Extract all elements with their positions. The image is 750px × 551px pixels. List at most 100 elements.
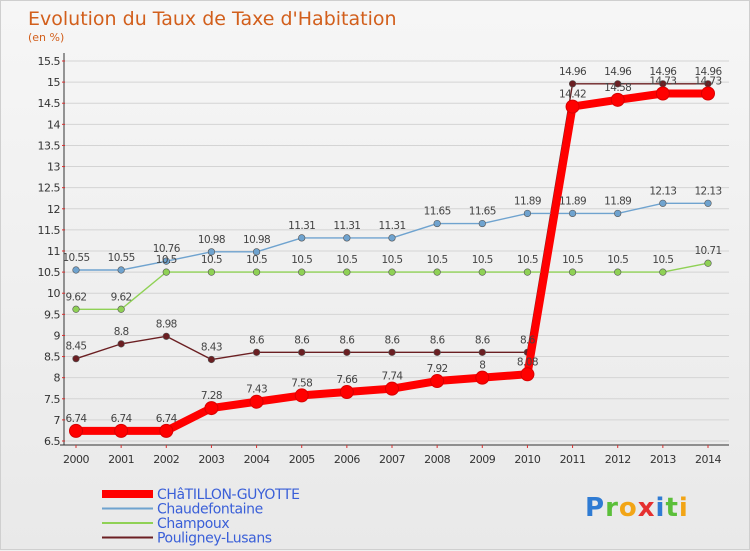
x-tick-label: 2012 bbox=[605, 453, 631, 466]
data-point bbox=[252, 348, 261, 356]
y-tick-label: 10 bbox=[47, 287, 60, 300]
legend: CHâTILLON-GUYOTTEChaudefontaineChampouxP… bbox=[102, 487, 300, 547]
y-axis-ticks: 6.5 7 7.5 8 8.5 9 9.5 10 10.5 11 11.5 12 12.5 13 13.5 1… bbox=[38, 55, 65, 448]
data-label: 14.96 bbox=[559, 66, 587, 78]
data-point bbox=[433, 268, 441, 276]
data-point bbox=[478, 219, 486, 228]
x-tick-label: 2011 bbox=[560, 453, 586, 466]
series-group bbox=[69, 80, 715, 438]
data-label: 10.55 bbox=[62, 252, 89, 264]
data-label: 8.6 bbox=[430, 334, 446, 346]
data-label: 14.96 bbox=[649, 66, 677, 78]
data-label: 8.8 bbox=[114, 326, 129, 338]
chart-subtitle: (en %) bbox=[28, 31, 64, 44]
legend-label: CHâTILLON-GUYOTTE bbox=[157, 487, 300, 503]
data-point bbox=[433, 348, 441, 356]
data-label: 10.5 bbox=[427, 254, 448, 266]
data-point bbox=[117, 340, 125, 348]
y-tick-label: 11 bbox=[47, 245, 60, 258]
x-tick-label: 2003 bbox=[198, 453, 224, 466]
data-label: 10.5 bbox=[562, 254, 583, 266]
data-point bbox=[568, 268, 577, 276]
data-label: 7.43 bbox=[246, 384, 267, 396]
y-tick-label: 8.5 bbox=[44, 351, 60, 364]
data-point bbox=[385, 381, 399, 396]
data-point bbox=[252, 268, 261, 276]
data-label: 12.13 bbox=[694, 185, 721, 197]
data-point bbox=[298, 268, 306, 276]
data-label: 9.62 bbox=[111, 291, 132, 303]
x-tick-label: 2002 bbox=[153, 453, 179, 466]
brand-letter: P bbox=[585, 493, 605, 523]
data-label: 7.74 bbox=[382, 371, 404, 383]
data-label: 11.65 bbox=[424, 206, 451, 218]
data-label: 10.71 bbox=[694, 245, 721, 257]
y-tick-label: 13 bbox=[47, 161, 60, 174]
data-point bbox=[159, 423, 174, 438]
data-label: 10.5 bbox=[156, 254, 177, 266]
data-label: 6.74 bbox=[111, 413, 133, 425]
data-point bbox=[207, 268, 216, 276]
data-label: 10.5 bbox=[517, 254, 538, 266]
data-point bbox=[659, 199, 667, 207]
y-tick-label: 12.5 bbox=[38, 182, 61, 195]
x-tick-label: 2001 bbox=[108, 453, 134, 466]
data-label: 10.76 bbox=[153, 243, 181, 255]
data-point bbox=[162, 332, 170, 340]
data-point bbox=[520, 367, 535, 382]
data-label: 11.89 bbox=[514, 195, 541, 207]
data-point bbox=[610, 92, 625, 107]
data-label: 10.98 bbox=[243, 234, 270, 246]
data-label: 10.5 bbox=[201, 254, 222, 266]
data-point bbox=[252, 248, 261, 256]
x-tick-label: 2004 bbox=[244, 453, 270, 466]
data-point bbox=[704, 259, 712, 267]
x-axis-ticks: 2000 2001 2002 2003 2004 2005 2006 2007 2008 2009… bbox=[63, 445, 722, 466]
data-point bbox=[655, 86, 670, 101]
data-point bbox=[614, 80, 622, 88]
data-label: 11.31 bbox=[288, 220, 315, 232]
data-labels: 8.45 8.8 8.98 8.43 8.6 8.6 8.6 8.6 8.6 8.6 8.6 14.9… bbox=[62, 66, 723, 425]
data-point bbox=[298, 234, 306, 242]
y-tick-label: 15.5 bbox=[38, 55, 61, 68]
data-point bbox=[117, 305, 125, 313]
x-tick-label: 2007 bbox=[379, 453, 405, 466]
data-label: 14.42 bbox=[559, 89, 586, 101]
data-label: 14.96 bbox=[604, 66, 632, 78]
data-label: 10.5 bbox=[382, 254, 403, 266]
data-point bbox=[568, 80, 577, 88]
data-label: 11.89 bbox=[559, 195, 586, 207]
data-label: 6.74 bbox=[66, 413, 88, 425]
data-point bbox=[162, 268, 170, 276]
data-point bbox=[388, 348, 396, 356]
data-label: 6.74 bbox=[156, 413, 178, 425]
data-label: 10.5 bbox=[336, 254, 357, 266]
y-tick-label: 8 bbox=[54, 372, 61, 385]
data-point bbox=[72, 305, 80, 313]
data-label: 10.5 bbox=[291, 254, 312, 266]
brand-logo: Proxiti bbox=[585, 493, 689, 523]
data-label: 10.5 bbox=[607, 254, 628, 266]
data-label: 8.98 bbox=[156, 318, 177, 330]
data-point bbox=[659, 268, 667, 276]
data-point bbox=[72, 355, 80, 363]
data-point bbox=[704, 199, 712, 207]
data-point bbox=[298, 348, 306, 356]
y-tick-label: 6.5 bbox=[44, 435, 60, 448]
chart-title: Evolution du Taux de Taxe d'Habitation bbox=[28, 8, 397, 30]
data-label: 11.31 bbox=[333, 220, 360, 232]
data-label: 7.66 bbox=[336, 374, 358, 386]
x-tick-label: 2000 bbox=[63, 453, 89, 466]
y-tick-label: 9 bbox=[54, 329, 61, 342]
brand-letter: r bbox=[605, 493, 619, 523]
x-tick-label: 2013 bbox=[650, 453, 676, 466]
y-tick-label: 11.5 bbox=[38, 224, 61, 237]
y-tick-label: 10.5 bbox=[38, 266, 61, 279]
brand-letter: i bbox=[679, 493, 689, 523]
data-point bbox=[523, 209, 532, 218]
data-point bbox=[343, 348, 351, 356]
y-tick-label: 7.5 bbox=[44, 393, 60, 406]
data-label: 10.5 bbox=[246, 254, 267, 266]
data-label: 8 bbox=[479, 360, 485, 372]
